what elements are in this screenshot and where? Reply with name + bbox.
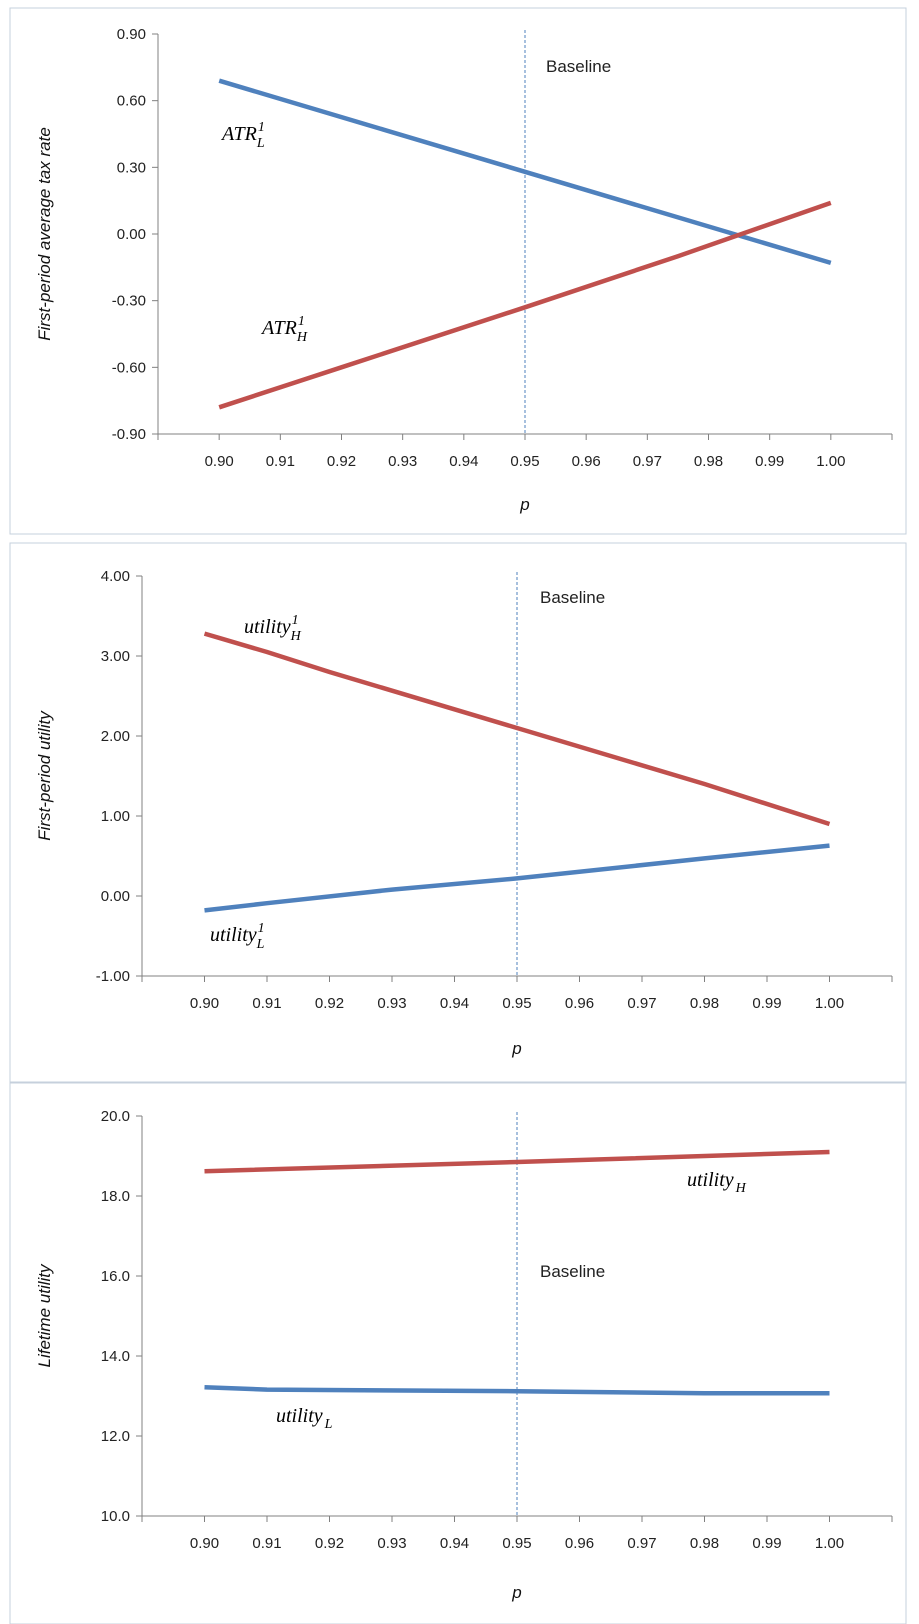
x-tick-label: 0.95 (510, 453, 539, 470)
y-tick-label: 3.00 (101, 648, 130, 665)
series-line-utility-l (204, 843, 830, 913)
y-axis-title: First-period average tax rate (35, 127, 54, 341)
series-label-sub: L (256, 937, 265, 952)
x-tick-label: 1.00 (815, 1535, 844, 1552)
series-label-base: utility (276, 1405, 323, 1427)
x-tick-label: 0.99 (752, 1535, 781, 1552)
series-label-base: ATR (220, 123, 257, 145)
x-tick-label: 0.93 (388, 453, 417, 470)
x-tick-label: 0.95 (502, 995, 531, 1012)
x-tick-label: 0.91 (252, 995, 281, 1012)
x-tick-label: 0.97 (633, 453, 662, 470)
panel-border (9, 1082, 907, 1624)
series-label-utility-l: utility L (276, 1405, 333, 1432)
series-line-atr-h (218, 200, 832, 410)
y-tick-label: 20.0 (101, 1108, 130, 1125)
y-tick-label: 0.00 (117, 226, 146, 243)
series-label-sup: 1 (258, 921, 265, 936)
x-tick-label: 0.91 (252, 1535, 281, 1552)
x-axis-title: p (511, 1039, 521, 1058)
y-tick-label: -0.30 (112, 293, 146, 310)
x-tick-label: 0.99 (755, 453, 784, 470)
x-tick-label: 1.00 (815, 995, 844, 1012)
x-axis-title: p (519, 495, 529, 514)
x-tick-label: 0.98 (690, 1535, 719, 1552)
series-label-utility-h: utility1 H (244, 613, 302, 644)
baseline-label: Baseline (540, 588, 605, 607)
x-tick-label: 0.90 (205, 453, 234, 470)
y-tick-label: 0.90 (117, 26, 146, 43)
baseline-label: Baseline (540, 1262, 605, 1281)
series-line-utility-h (203, 631, 831, 827)
series-label-sup: 1 (298, 314, 305, 329)
y-tick-label: 0.30 (117, 159, 146, 176)
series-label-sub: H (296, 330, 308, 345)
x-tick-label: 0.94 (440, 995, 469, 1012)
series-label-base: utility (210, 924, 257, 946)
baseline-label: Baseline (546, 57, 611, 76)
x-tick-label: 0.90 (190, 995, 219, 1012)
y-tick-label: 0.60 (117, 93, 146, 110)
x-tick-label: 0.98 (694, 453, 723, 470)
series-label-atr-h: ATR1 H (260, 314, 308, 345)
y-tick-label: 10.0 (101, 1508, 130, 1525)
chart-3: 10.0 12.0 14.0 16.0 18.0 20.0 0.90 0.91 0.92 0.93… (9, 1082, 907, 1624)
series-line-utility-l (204, 1384, 830, 1396)
x-tick-label: 0.91 (266, 453, 295, 470)
series-label-sub: L (324, 1417, 333, 1432)
x-tick-label: 0.90 (190, 1535, 219, 1552)
y-tick-label: 16.0 (101, 1268, 130, 1285)
series-label-sub: H (735, 1181, 747, 1196)
series-label-sup: 1 (258, 120, 265, 135)
series-line-atr-l (218, 78, 832, 266)
series-label-sub: H (290, 629, 302, 644)
chart-1: -0.90 -0.60 -0.30 0.00 0.30 0.60 0.90 0.90 0.91 0… (9, 7, 907, 535)
series-label-base: utility (244, 616, 291, 638)
series-label-sup: 1 (292, 613, 299, 628)
series-label-base: utility (687, 1169, 734, 1191)
series-line-utility-h (204, 1149, 830, 1174)
y-tick-label: 18.0 (101, 1188, 130, 1205)
y-tick-label: 1.00 (101, 808, 130, 825)
x-tick-label: 0.93 (377, 995, 406, 1012)
series-label-sub: L (256, 136, 265, 151)
x-tick-label: 0.98 (690, 995, 719, 1012)
x-tick-label: 0.96 (572, 453, 601, 470)
x-tick-label: 0.94 (440, 1535, 469, 1552)
x-tick-label: 0.92 (315, 1535, 344, 1552)
y-tick-label: -1.00 (96, 968, 130, 985)
series-label-utility-h: utility H (687, 1169, 747, 1196)
x-tick-label: 0.95 (502, 1535, 531, 1552)
y-tick-label: 4.00 (101, 568, 130, 585)
panel-border (9, 542, 907, 1083)
y-axis-title: Lifetime utility (35, 1263, 54, 1367)
y-axis-title: First-period utility (35, 710, 54, 841)
y-tick-label: 2.00 (101, 728, 130, 745)
x-tick-label: 0.97 (627, 995, 656, 1012)
x-tick-label: 0.96 (565, 1535, 594, 1552)
y-tick-label: -0.60 (112, 359, 146, 376)
x-tick-label: 0.97 (627, 1535, 656, 1552)
series-label-atr-l: ATR1 L (220, 120, 265, 151)
chart-2: -1.00 0.00 1.00 2.00 3.00 4.00 0.90 0.91 0.92 0.9… (9, 542, 907, 1083)
series-label-base: ATR (260, 317, 297, 339)
x-tick-label: 0.94 (449, 453, 478, 470)
x-tick-label: 1.00 (816, 453, 845, 470)
y-tick-label: 14.0 (101, 1348, 130, 1365)
x-tick-label: 0.92 (315, 995, 344, 1012)
series-label-utility-l: utility1 L (210, 921, 265, 952)
y-tick-label: -0.90 (112, 426, 146, 443)
y-tick-label: 0.00 (101, 888, 130, 905)
x-tick-label: 0.96 (565, 995, 594, 1012)
x-tick-label: 0.92 (327, 453, 356, 470)
y-tick-label: 12.0 (101, 1428, 130, 1445)
x-axis-title: p (511, 1583, 521, 1602)
x-tick-label: 0.93 (377, 1535, 406, 1552)
x-tick-label: 0.99 (752, 995, 781, 1012)
panel-border (9, 7, 907, 535)
